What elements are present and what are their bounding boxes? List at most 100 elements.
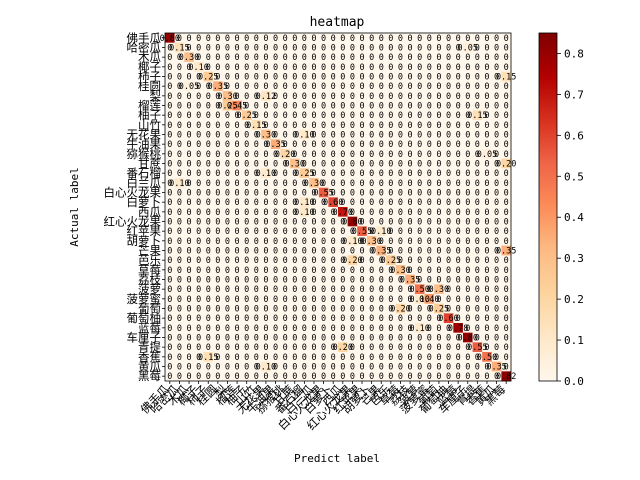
heatmap-cell [376,245,387,256]
cell-value: 0.25 [429,305,449,315]
heatmap-cell [241,120,252,130]
heatmap-cell [453,62,464,72]
cell-value: 0 [369,34,374,44]
heatmap-cell [328,120,339,130]
heatmap-cell [424,120,435,130]
heatmap-cell [213,42,223,53]
heatmap-cell [482,361,493,372]
cell-value: 0 [408,314,413,324]
cell-value: 0 [273,314,278,324]
heatmap-cell [434,129,445,140]
heatmap-cell [261,361,272,372]
cell-value: 0 [321,218,326,228]
cell-value: 0 [408,150,413,160]
heatmap-cell [405,226,416,237]
heatmap-cell [280,52,291,63]
heatmap-cell [357,332,368,343]
heatmap-cell [232,245,243,256]
heatmap-cell [165,255,175,266]
heatmap-cell [453,110,464,121]
heatmap-cell [482,168,493,179]
heatmap-cell [395,255,406,266]
cell-value: 0 [350,353,355,363]
heatmap-cell [491,129,502,140]
heatmap-cell [395,62,406,72]
y-tick-label: 菠萝蜜 [127,292,162,306]
cell-value: 0 [484,92,489,102]
heatmap-cell [241,197,252,208]
heatmap-cell [405,91,416,101]
cell-value: 0 [321,179,326,189]
cell-value: 0 [340,305,345,315]
heatmap-cell [491,62,502,72]
y-tick-label: 红苹果 [127,224,162,238]
cell-value: 0 [465,34,470,44]
cell-value: 0 [369,247,374,257]
cell-value: 0 [177,189,182,199]
heatmap-cell [318,245,329,256]
heatmap-cell [414,178,425,188]
cell-value: 0 [359,160,364,170]
heatmap-cell [405,81,416,92]
cell-value: 0 [206,82,211,92]
heatmap-cell [405,110,416,121]
cell-value: 0 [369,82,374,92]
cell-value: 0 [504,305,509,315]
cell-value: 0 [504,295,509,305]
heatmap-cell [289,81,300,92]
cell-value: 0 [446,218,451,228]
cell-value: 0 [331,285,336,295]
heatmap-cell [203,100,214,111]
heatmap-cell [174,197,185,208]
heatmap-cell [280,294,291,304]
heatmap-cell [405,236,416,246]
heatmap-cell [318,42,329,53]
heatmap-cell [309,187,320,198]
heatmap-cell [289,71,300,82]
heatmap-cell [453,216,464,227]
heatmap-cell [213,71,223,82]
heatmap-cell [241,265,252,275]
heatmap-cell [357,371,368,382]
cell-value: 0 [340,334,345,344]
heatmap-cell [251,100,262,111]
heatmap-cell [491,81,502,92]
cell-value: 0 [465,150,470,160]
cell-value: 0 [206,247,211,257]
heatmap-cell [203,42,214,53]
cell-value: 0 [494,237,499,247]
cell-value: 0 [427,237,432,247]
heatmap-cell [482,255,493,266]
heatmap-cell [501,216,512,227]
cell-value: 0 [244,227,249,237]
cell-value: 0 [417,343,422,353]
cell-value: 0 [359,179,364,189]
heatmap-cell [462,91,473,101]
heatmap-cell [376,168,387,179]
cell-value: 0 [235,218,240,228]
cell-value: 0 [186,247,191,257]
heatmap-cell [376,313,387,324]
heatmap-cell [232,323,243,333]
heatmap-cell [347,303,358,314]
cell-value: 0 [177,131,182,141]
heatmap-cell [213,323,223,333]
heatmap-cell [491,371,502,382]
heatmap-cell [232,216,243,227]
heatmap-cell [462,52,473,63]
cell-value: 0 [379,82,384,92]
heatmap-cell [251,158,262,169]
cell-value: 0 [215,208,220,218]
heatmap-cell [184,71,195,82]
heatmap-cell [443,303,454,314]
cell-value: 0 [321,150,326,160]
cell-value: 0 [273,266,278,276]
cell-value: 0 [244,324,249,334]
heatmap-cell [299,332,310,343]
heatmap-cell [357,274,368,285]
heatmap-cell [434,62,445,72]
heatmap-cell [366,149,377,159]
heatmap-cell [193,352,204,362]
cell-value: 0 [475,305,480,315]
cell-value: 0.30 [217,92,237,102]
